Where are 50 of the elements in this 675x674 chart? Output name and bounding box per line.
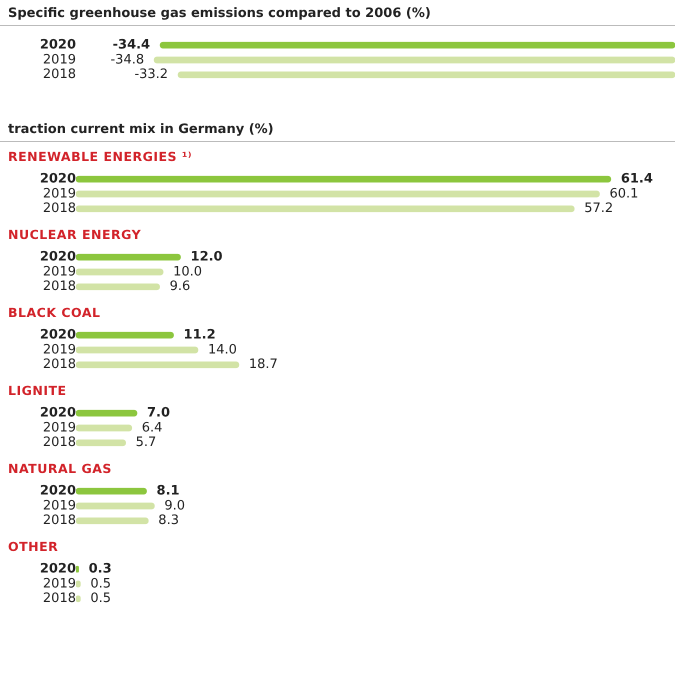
data-label: 14.0 (208, 342, 237, 358)
data-label: 10.0 (173, 264, 202, 280)
y-tick-label: 2019 (42, 420, 76, 436)
y-tick-label: 2018 (42, 201, 76, 216)
data-label: 9.0 (164, 498, 186, 514)
chart-title: LIGNITE (7, 382, 68, 398)
chart-title: traction current mix in Germany (%) (0, 120, 675, 142)
data-label: 11.2 (184, 328, 216, 343)
data-label: 12.0 (190, 250, 223, 265)
data-label: 6.4 (142, 420, 162, 436)
y-tick-label: 2018 (42, 357, 76, 372)
data-label: -34.4 (112, 38, 150, 53)
y-tick-label: 2020 (40, 38, 76, 53)
chart-title: Specific greenhouse gas emissions compared to 2006 (%) (0, 4, 675, 26)
data-label: 0.3 (88, 562, 112, 577)
y-tick-label: 2019 (42, 186, 76, 202)
chart-title: NUCLEAR ENERGY (7, 226, 142, 242)
y-tick-label: 2018 (42, 591, 76, 606)
data-label: 9.6 (170, 279, 190, 294)
data-label: 7.0 (146, 406, 170, 421)
y-tick-label: 2020 (40, 328, 76, 343)
chart-title: NATURAL GAS (7, 460, 113, 476)
data-label: 5.7 (136, 435, 156, 450)
chart-title: OTHER (7, 538, 60, 554)
y-tick-label: 2019 (42, 52, 76, 68)
data-label: 18.7 (248, 357, 278, 372)
data-label: 61.4 (620, 172, 653, 187)
data-label: -34.8 (110, 52, 144, 68)
data-label: 8.3 (158, 513, 179, 528)
data-label: 8.1 (156, 484, 180, 499)
data-label: 57.2 (584, 201, 614, 216)
data-label: -33.2 (134, 67, 168, 82)
y-tick-label: 2018 (42, 435, 76, 450)
chart-subtitle: RENEWABLE ENERGIES ¹⁾ (7, 148, 193, 164)
y-tick-label: 2019 (42, 264, 76, 280)
chart-title: BLACK COAL (7, 304, 102, 320)
y-tick-label: 2020 (40, 406, 76, 421)
data-label: 0.5 (90, 576, 112, 592)
data-label: 0.5 (90, 591, 112, 606)
y-tick-label: 2018 (42, 279, 76, 294)
y-tick-label: 2020 (40, 484, 76, 499)
y-tick-label: 2020 (40, 172, 76, 187)
y-tick-label: 2018 (42, 67, 76, 82)
data-label: 60.1 (610, 186, 638, 202)
y-tick-label: 2019 (42, 342, 76, 358)
y-tick-label: 2018 (42, 513, 76, 528)
y-tick-label: 2019 (42, 498, 76, 514)
y-tick-label: 2020 (40, 250, 76, 265)
y-tick-label: 2020 (40, 562, 76, 577)
y-tick-label: 2019 (42, 576, 76, 592)
